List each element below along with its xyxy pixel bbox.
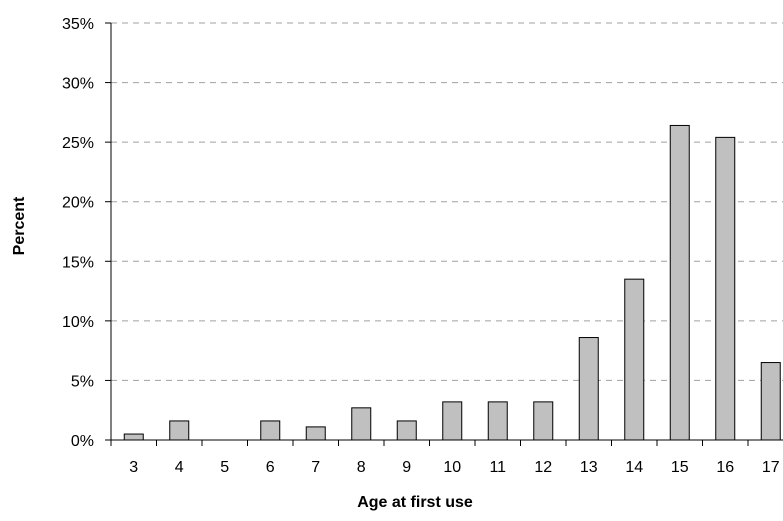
bar-6	[260, 420, 281, 441]
axes	[105, 22, 783, 446]
bar-17	[760, 362, 781, 441]
bar-10	[442, 401, 463, 441]
x-tick-label: 4	[175, 459, 184, 476]
y-tick-label: 25%	[62, 135, 94, 152]
x-tick-labels: 3 4 5 6 7 8 9 10 11 12 13 14 15 16 17	[129, 459, 779, 476]
x-tick-label: 7	[311, 459, 320, 476]
bar-13	[578, 337, 599, 441]
x-tick-label: 13	[580, 459, 598, 476]
y-axis-title: Percent	[11, 196, 28, 255]
bar-3	[123, 433, 144, 441]
x-tick-label: 17	[762, 459, 780, 476]
x-tick-label: 5	[220, 459, 229, 476]
bar-16	[715, 136, 736, 441]
y-tick-label: 15%	[62, 254, 94, 271]
gridlines	[111, 22, 783, 381]
x-tick-label: 6	[266, 459, 275, 476]
x-tick-label: 11	[489, 459, 506, 476]
x-tick-label: 16	[716, 459, 734, 476]
bar-8	[351, 407, 372, 441]
bar-4	[169, 420, 190, 441]
bar-14	[624, 278, 645, 441]
x-tick-label: 14	[625, 459, 643, 476]
bar-7	[305, 426, 326, 441]
x-tick-label: 9	[402, 459, 411, 476]
y-tick-label: 0%	[71, 433, 94, 450]
bar-9	[396, 420, 417, 441]
y-tick-label: 10%	[62, 314, 94, 331]
x-tick-label: 15	[671, 459, 689, 476]
x-axis-title: Age at first use	[357, 494, 473, 511]
y-tick-label: 35%	[62, 16, 94, 33]
x-tick-label: 12	[534, 459, 552, 476]
x-tick-label: 3	[129, 459, 138, 476]
y-tick-label: 30%	[62, 76, 94, 93]
y-tick-labels: 0% 5% 10% 15% 20% 25% 30% 35%	[62, 16, 94, 450]
bar-11	[487, 401, 508, 441]
bars	[123, 124, 781, 441]
bar-12	[533, 401, 554, 441]
y-tick-label: 5%	[71, 373, 94, 390]
bar-15	[669, 124, 690, 441]
x-tick-label: 8	[357, 459, 366, 476]
y-tick-label: 20%	[62, 195, 94, 212]
x-tick-label: 10	[443, 459, 461, 476]
